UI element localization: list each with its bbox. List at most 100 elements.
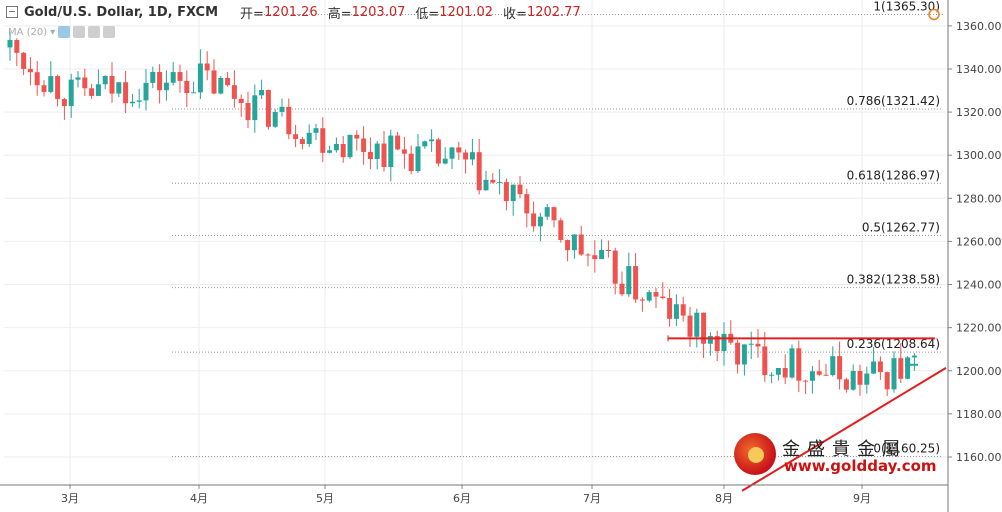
price-tick-label: 1260.00 [956, 235, 1002, 248]
add-icon[interactable] [88, 26, 101, 38]
low-value: 1201.02 [439, 4, 494, 20]
candle-body [660, 296, 666, 298]
candle-body [7, 40, 13, 48]
fib-level-label: 0.236(1208.64) [847, 337, 940, 351]
candle-body [735, 342, 741, 365]
candle-body [415, 146, 421, 172]
time-tick-label: 8月 [715, 492, 733, 505]
fib-level-label: 0(1160.25) [873, 441, 940, 455]
candle-body [211, 70, 217, 94]
symbol-title: Gold/U.S. Dollar, 1D, FXCM [24, 4, 219, 20]
candle-body [837, 356, 843, 380]
candle-body [741, 344, 747, 365]
brand-logo-icon [734, 433, 776, 475]
candle-body [694, 312, 700, 337]
candle-body [279, 106, 285, 112]
candle-body [714, 336, 720, 352]
candle-body [578, 234, 584, 255]
time-tick-label: 6月 [453, 492, 471, 505]
candle-body [592, 255, 598, 260]
eye-icon[interactable] [58, 26, 71, 38]
candle-body [721, 333, 727, 352]
candle-body [558, 220, 564, 241]
candle-body [136, 100, 142, 102]
close-label: 收= [503, 6, 527, 22]
time-tick-label: 5月 [316, 492, 334, 505]
candle-body [27, 68, 33, 73]
candle-body [905, 357, 911, 379]
candle-body [687, 315, 693, 337]
time-tick-label: 4月 [190, 492, 208, 505]
settings-icon[interactable] [73, 26, 86, 38]
candle-body [361, 138, 367, 152]
open-value: 1201.26 [263, 4, 318, 20]
candle-body [388, 135, 394, 167]
candle-body [497, 182, 503, 184]
candle-body [129, 101, 135, 104]
collapse-icon[interactable] [6, 6, 18, 18]
candle-body [646, 292, 652, 301]
candle-body [102, 75, 108, 85]
candle-body [367, 151, 373, 160]
low-label: 低= [415, 6, 440, 22]
fib-level-label: 0.618(1286.97) [847, 168, 940, 182]
candle-body [238, 98, 244, 103]
candle-body [469, 152, 475, 160]
candle-body [871, 361, 877, 374]
fibonacci-levels: 1(1365.30) 0.786(1321.42) 0.618(1286.97) 0.… [172, 0, 943, 457]
time-tick-label: 9月 [853, 492, 871, 505]
candle-body [667, 297, 673, 319]
chevron-down-icon[interactable]: ▾ [50, 26, 56, 38]
candle-body [809, 371, 815, 381]
candle-body [374, 143, 380, 160]
fib-level-label: 0.786(1321.42) [847, 94, 940, 108]
candle-body [435, 139, 441, 164]
candle-body [476, 152, 482, 191]
price-tick-label: 1320.00 [956, 106, 1002, 119]
candle-body [803, 380, 809, 382]
candle-body [544, 207, 550, 217]
candle-body [347, 134, 353, 158]
candle-body [850, 370, 856, 390]
candle-body [483, 179, 489, 191]
candle-body [551, 207, 557, 221]
price-tick-label: 1180.00 [956, 408, 1002, 421]
candle-body [89, 88, 95, 96]
candle-body [225, 77, 231, 86]
candle-body [177, 72, 183, 81]
candle-body [306, 132, 312, 144]
candle-body [599, 249, 605, 260]
drawn-lines [667, 335, 947, 492]
candle-body [442, 158, 448, 164]
candle-body [354, 134, 360, 139]
price-axis: 1160.00 1180.00 1200.00 1220.00 1240.00 1260.… [947, 0, 1002, 512]
candle-body [252, 95, 258, 121]
candle-body [680, 304, 686, 316]
watermark: 金盛貴金屬 www.goldday.com [734, 433, 937, 478]
candle-body [401, 149, 407, 154]
price-tick-label: 1240.00 [956, 279, 1002, 292]
price-tick-label: 1160.00 [956, 451, 1002, 464]
fib-level-label: 0.5(1262.77) [862, 220, 940, 234]
candle-body [565, 240, 571, 251]
close-icon[interactable] [103, 26, 116, 38]
candle-body [170, 72, 176, 83]
candle-body [789, 348, 795, 378]
candle-body [265, 89, 271, 127]
candle-body [537, 216, 543, 227]
candle-body [95, 84, 101, 96]
price-tick-label: 1300.00 [956, 149, 1002, 162]
candle-body [123, 82, 129, 104]
candle-body [150, 71, 156, 83]
candle-body [218, 77, 224, 94]
price-tick-label: 1340.00 [956, 63, 1002, 76]
price-tick-label: 1360.00 [956, 20, 1002, 33]
candle-body [830, 356, 836, 376]
price-tick-label: 1220.00 [956, 322, 1002, 335]
candle-body [701, 312, 707, 344]
candle-body [796, 348, 802, 381]
candle-body [116, 82, 122, 94]
candle-body [463, 152, 469, 160]
high-value: 1203.07 [351, 4, 406, 20]
